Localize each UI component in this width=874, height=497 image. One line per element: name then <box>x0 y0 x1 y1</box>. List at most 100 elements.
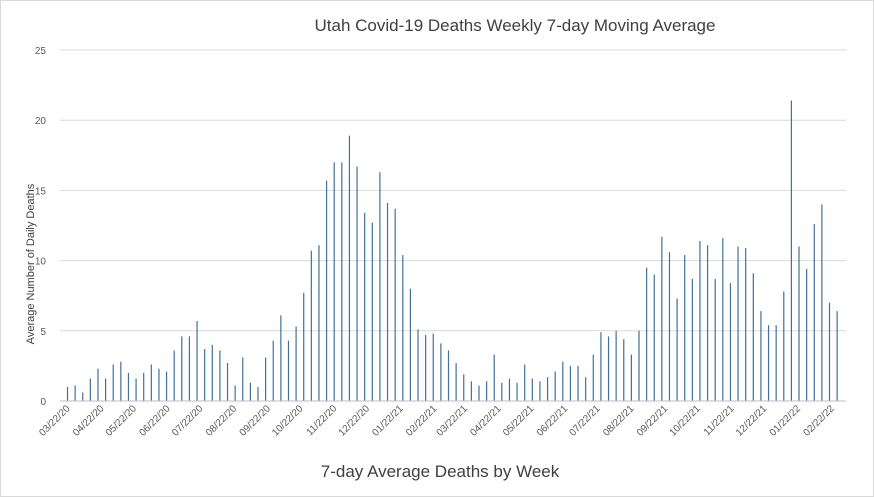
bar <box>478 385 480 401</box>
bar <box>143 372 145 401</box>
x-tick-label: 02/22/22 <box>802 403 838 439</box>
bar <box>691 278 693 401</box>
bar <box>562 361 564 401</box>
x-tick-label: 04/22/21 <box>468 403 504 439</box>
bar <box>440 343 442 401</box>
bar <box>89 378 91 401</box>
bar <box>204 349 206 401</box>
bar <box>196 320 198 401</box>
bar <box>486 381 488 401</box>
bar <box>516 382 518 401</box>
bar <box>577 365 579 401</box>
bar <box>371 222 373 401</box>
bar <box>760 311 762 401</box>
bar <box>554 371 556 401</box>
x-tick-label: 06/22/21 <box>535 403 571 439</box>
bar <box>470 381 472 401</box>
bar <box>729 283 732 401</box>
bar <box>348 135 351 402</box>
bar <box>623 339 625 401</box>
x-tick-label: 12/22/20 <box>337 403 373 439</box>
bar <box>112 364 114 401</box>
x-tick-label: 10/22/20 <box>270 403 306 439</box>
x-tick-label: 09/22/21 <box>635 403 671 439</box>
bar <box>341 162 343 401</box>
bar <box>333 162 335 401</box>
bar <box>127 372 130 401</box>
bar <box>783 291 785 401</box>
bar <box>684 254 686 401</box>
bar <box>676 298 678 401</box>
x-tick-label: 08/22/20 <box>204 403 240 439</box>
bar <box>607 336 610 401</box>
x-tick-label: 06/22/20 <box>137 403 173 439</box>
bar <box>82 392 84 401</box>
bar <box>585 377 587 401</box>
x-tick-label: 07/22/20 <box>170 403 206 439</box>
y-tick-label: 5 <box>40 327 46 338</box>
bar <box>120 361 122 401</box>
bar <box>325 180 328 401</box>
bar <box>379 172 381 401</box>
bar <box>592 354 594 401</box>
bar <box>173 350 175 401</box>
gridlines <box>60 49 846 332</box>
chart-title: Utah Covid-19 Deaths Weekly 7-day Moving… <box>314 16 716 35</box>
bar <box>135 378 137 401</box>
y-tick-label: 0 <box>40 397 46 408</box>
bar <box>402 254 404 401</box>
x-tick-label: 08/22/21 <box>601 403 637 439</box>
y-tick-label: 25 <box>35 46 47 57</box>
bar <box>767 325 770 401</box>
x-tick-label: 03/22/21 <box>435 403 471 439</box>
x-tick-label: 04/22/20 <box>71 403 107 439</box>
bar <box>653 274 655 401</box>
bar <box>66 386 69 401</box>
bar <box>668 252 671 401</box>
bar <box>630 354 632 401</box>
bar <box>722 238 724 401</box>
y-tick-label: 15 <box>35 186 47 197</box>
bar <box>249 382 251 401</box>
bar <box>211 344 213 401</box>
bar <box>242 357 244 401</box>
bar <box>455 363 457 401</box>
bar <box>280 315 282 401</box>
bar <box>74 385 76 401</box>
bar <box>226 363 229 401</box>
bar <box>318 245 320 401</box>
bar <box>600 332 602 401</box>
bar <box>790 100 792 401</box>
x-tick-label: 11/22/20 <box>305 403 340 438</box>
bar <box>546 377 549 401</box>
bar <box>828 302 831 401</box>
bar <box>798 246 800 401</box>
bar <box>158 368 160 401</box>
bar <box>386 203 389 401</box>
y-tick-label: 10 <box>35 257 47 268</box>
bar <box>752 273 754 401</box>
bar <box>303 292 305 401</box>
bar <box>265 357 267 401</box>
bar <box>531 378 533 401</box>
bar <box>524 364 526 401</box>
bar <box>234 385 236 401</box>
bar <box>714 278 716 401</box>
bar <box>181 336 183 401</box>
x-tick-label: 01/22/21 <box>370 403 406 439</box>
x-tick-label: 07/22/21 <box>567 403 603 439</box>
bar <box>417 329 419 401</box>
bar <box>425 335 427 401</box>
x-axis-label: 7-day Average Deaths by Week <box>320 462 560 481</box>
x-tick-label: 05/22/20 <box>104 403 140 439</box>
bar <box>775 325 777 401</box>
bar <box>813 224 815 401</box>
bar <box>737 246 739 401</box>
bar <box>310 250 312 401</box>
bar <box>806 269 808 401</box>
bar <box>463 374 465 401</box>
bar <box>821 204 823 401</box>
x-tick-label: 10/22/21 <box>668 403 704 439</box>
bar <box>539 381 541 401</box>
